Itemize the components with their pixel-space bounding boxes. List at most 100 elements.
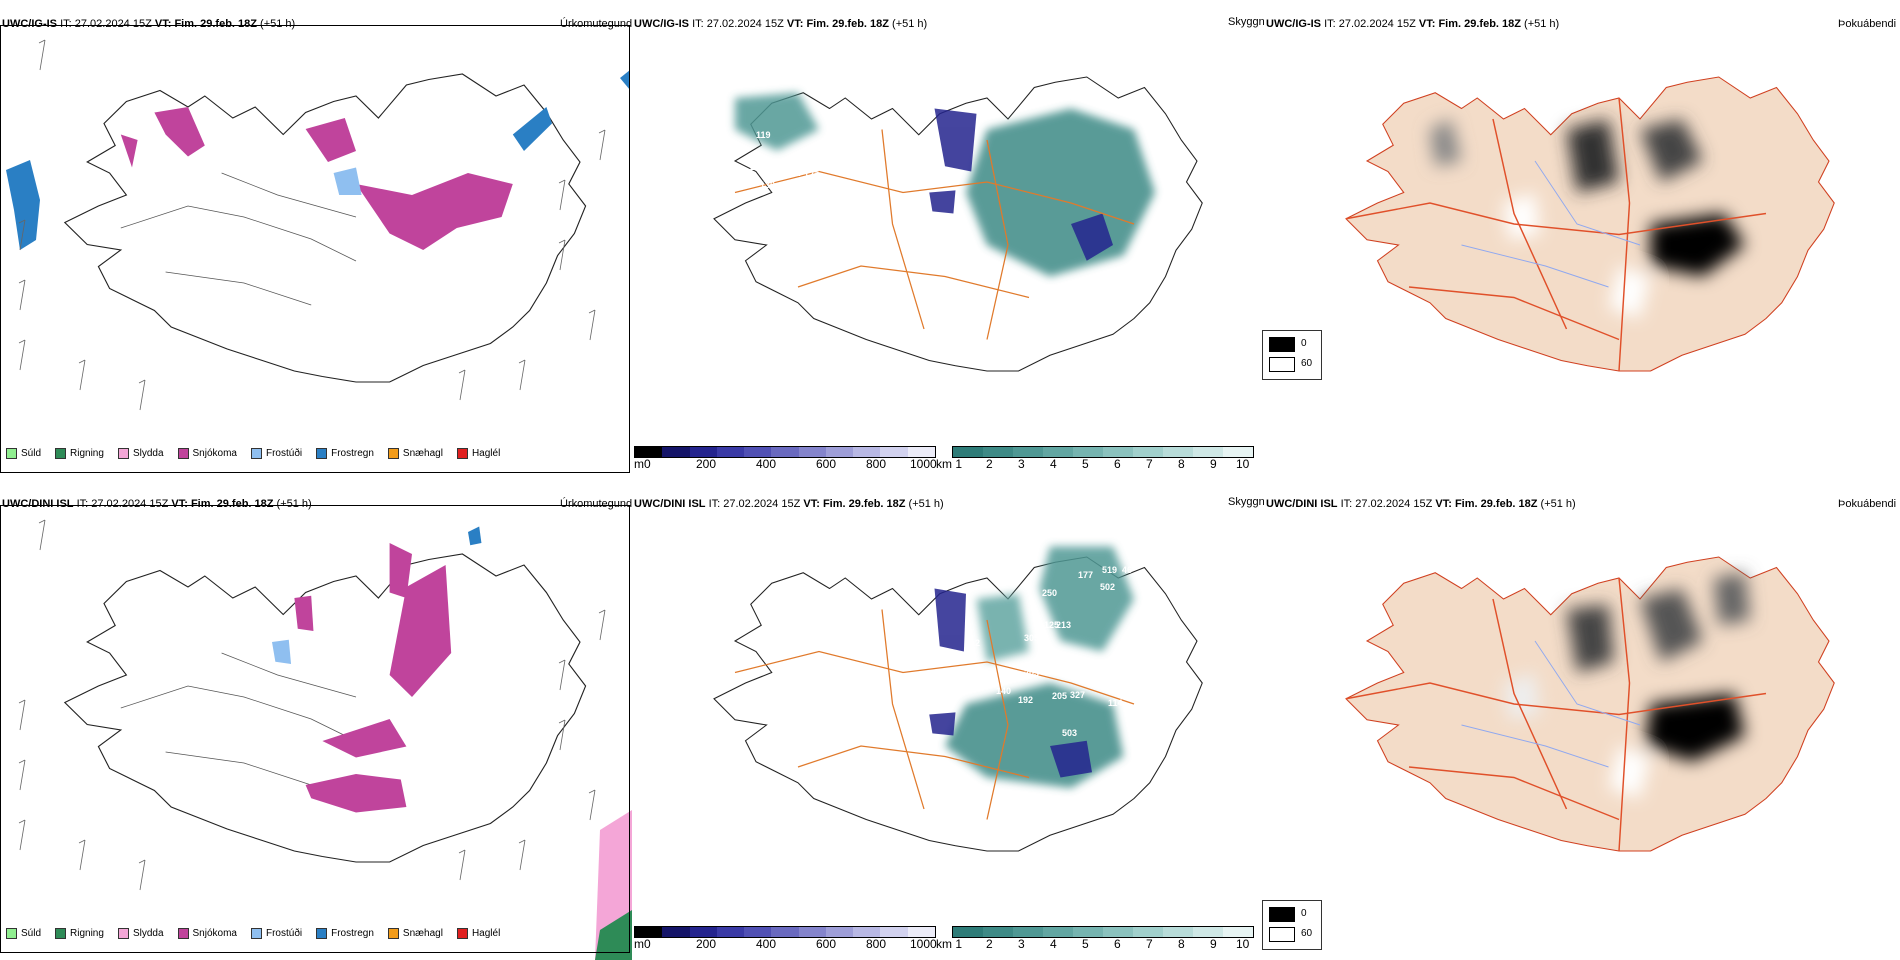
station-label: 124 xyxy=(786,168,802,178)
precip-type-panel: UWC/DINI ISL IT: 27.02.2024 15Z VT: Fim.… xyxy=(0,490,632,960)
station-label: 98 xyxy=(1050,650,1061,660)
panel-title: UWC/DINI ISL IT: 27.02.2024 15Z VT: Fim.… xyxy=(634,498,944,510)
legend-item-sleet: Slydda xyxy=(117,448,164,459)
legend-item-sleet: Slydda xyxy=(117,928,164,939)
visibility-panel: UWC/IG-IS IT: 27.02.2024 15Z VT: Fim. 29… xyxy=(632,10,1264,480)
visibility-colorbar-km xyxy=(952,446,1254,458)
station-label: 205 xyxy=(1052,691,1068,701)
iceland-map xyxy=(1345,76,1835,372)
station-label: 23 xyxy=(854,166,865,176)
colorbar-segment xyxy=(825,447,854,457)
legend-item-snow: Snjókoma xyxy=(177,448,237,459)
legend-item-rain: Rigning xyxy=(55,448,104,459)
legend-item-rain: Rigning xyxy=(55,928,104,939)
colorbar-segment xyxy=(953,447,983,457)
iceland-map xyxy=(713,546,1203,852)
station-label: 106 xyxy=(910,262,926,272)
legend-item-freezing-drizzle: Frostúði xyxy=(250,928,302,939)
visibility-ticks-km: km 1 2 3 4 5 6 7 8 9 10 xyxy=(936,457,1250,471)
visibility-colorbar-km xyxy=(952,926,1254,938)
legend-item-freezing-rain: Frostregn xyxy=(316,448,374,459)
colorbar-segment xyxy=(1193,447,1223,457)
panel-type-label: Þokuábendi xyxy=(1838,498,1897,510)
station-label: 156 xyxy=(908,160,924,170)
station-label: 119 xyxy=(756,130,771,140)
panel-type-label: Úrkomutegund xyxy=(560,18,632,30)
station-label: 519 xyxy=(1102,565,1118,575)
panel-title: UWC/DINI ISL IT: 27.02.2024 15Z VT: Fim.… xyxy=(1266,498,1576,510)
panel-title: UWC/IG-IS IT: 27.02.2024 15Z VT: Fim. 29… xyxy=(2,18,296,30)
station-label: 564 xyxy=(878,120,894,130)
colorbar-segment xyxy=(744,447,772,457)
colorbar-segment xyxy=(853,927,881,937)
colorbar-segment xyxy=(853,447,881,457)
legend-item-drizzle: Súld xyxy=(6,448,41,459)
station-label: 114 xyxy=(1108,698,1123,708)
colorbar-segment xyxy=(771,447,799,457)
colorbar-segment xyxy=(1043,447,1073,457)
legend-item-freezing-drizzle: Frostúði xyxy=(250,448,302,459)
colorbar-segment xyxy=(880,447,908,457)
iceland-map xyxy=(6,39,630,411)
colorbar-segment xyxy=(1103,447,1133,457)
iceland-map xyxy=(18,519,632,960)
station-label: 671 xyxy=(800,210,816,220)
colorbar-segment xyxy=(907,927,935,937)
iceland-map xyxy=(713,76,1203,372)
visibility-ticks-km: km 1 2 3 4 5 6 7 8 9 10 xyxy=(936,937,1250,951)
station-label: 305 xyxy=(1024,633,1040,643)
station-label: 209 xyxy=(750,162,766,172)
station-label: 192 xyxy=(1018,695,1034,705)
colorbar-segment xyxy=(798,927,826,937)
colorbar-segment xyxy=(662,927,690,937)
colorbar-segment xyxy=(798,447,826,457)
legend-item-hail: Haglél xyxy=(456,928,500,939)
colorbar-segment xyxy=(1073,927,1103,937)
station-label: 140 xyxy=(996,686,1012,696)
station-label: 177 xyxy=(804,170,820,180)
colorbar-segment xyxy=(689,927,717,937)
station-label: 130 xyxy=(760,180,776,190)
station-label: 278 xyxy=(842,213,858,223)
colorbar-segment xyxy=(1013,927,1043,937)
station-label: 177 xyxy=(1078,570,1094,580)
colorbar-segment xyxy=(635,927,663,937)
panel-type-label: Þokuábendi xyxy=(1838,18,1897,30)
legend-item-snow-pellets: Snæhagl xyxy=(387,928,443,939)
panel-type-label: Skyggni xyxy=(1228,16,1264,28)
colorbar-segment xyxy=(1223,447,1253,457)
colorbar-segment xyxy=(771,927,799,937)
station-label: 46 xyxy=(1122,565,1133,575)
colorbar-segment xyxy=(1223,927,1253,937)
visibility-colorbar-m xyxy=(634,926,936,938)
fog-indicator-panel: UWC/DINI ISL IT: 27.02.2024 15Z VT: Fim.… xyxy=(1264,490,1900,960)
colorbar-segment xyxy=(880,927,908,937)
station-label: 481 xyxy=(832,260,848,270)
colorbar-segment xyxy=(662,447,690,457)
colorbar-segment xyxy=(953,927,983,937)
legend-item-hail: Haglél xyxy=(456,448,500,459)
precip-type-panel: UWC/IG-IS IT: 27.02.2024 15Z VT: Fim. 29… xyxy=(0,10,632,480)
station-label: 438 xyxy=(808,232,824,242)
row-bottom: UWC/DINI ISL IT: 27.02.2024 15Z VT: Fim.… xyxy=(0,490,1900,960)
station-label: 503 xyxy=(1062,728,1078,738)
colorbar-segment xyxy=(716,927,745,937)
colorbar-segment xyxy=(983,447,1013,457)
station-label: 203 xyxy=(1024,668,1040,678)
fog-indicator-panel: UWC/IG-IS IT: 27.02.2024 15Z VT: Fim. 29… xyxy=(1264,10,1900,480)
legend-item-snow: Snjókoma xyxy=(177,928,237,939)
visibility-colorbar-m xyxy=(634,446,936,458)
station-label: 250 xyxy=(1042,588,1058,598)
station-label: 213 xyxy=(1056,620,1072,630)
station-label: 125 xyxy=(1044,620,1060,630)
colorbar-segment xyxy=(1133,447,1163,457)
colorbar-segment xyxy=(1163,447,1193,457)
station-label: 72 xyxy=(728,388,739,398)
colorbar-segment xyxy=(1043,927,1073,937)
iceland-map xyxy=(1345,556,1835,852)
station-label: 12 xyxy=(970,638,981,648)
colorbar-segment xyxy=(1193,927,1223,937)
legend-item-drizzle: Súld xyxy=(6,928,41,939)
panel-type-label: Úrkomutegund xyxy=(560,498,632,510)
station-label: 607 xyxy=(792,190,808,200)
